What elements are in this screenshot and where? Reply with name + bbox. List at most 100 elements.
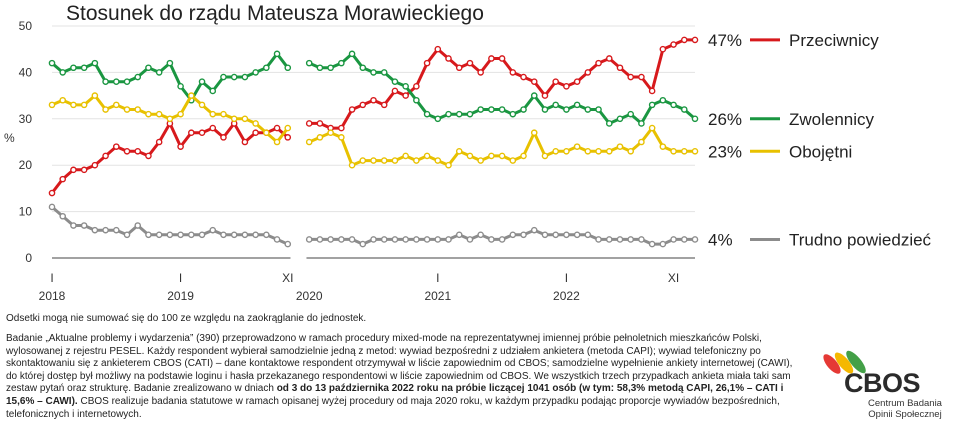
series-1-point-27: [338, 59, 345, 67]
series-2-point-49: [573, 143, 581, 150]
series-0-point-29: [359, 101, 367, 109]
series-0-point-12: [177, 143, 184, 150]
series-2-line-1: [308, 126, 695, 167]
series-2-point-14: [198, 101, 206, 109]
series-1-point-30: [370, 69, 377, 76]
series-0-point-32: [391, 87, 399, 95]
series-0-point-47: [552, 78, 559, 85]
series-1-point-5: [102, 78, 109, 85]
series-2-point-38: [455, 147, 463, 155]
series-3-point-2: [70, 222, 77, 229]
series-2-point-57: [659, 143, 667, 150]
series-2-point-3: [80, 101, 88, 109]
series-1-point-10: [155, 69, 163, 76]
series-3-point-18: [241, 231, 249, 239]
series-0-point-15: [209, 124, 217, 132]
series-2-point-28: [348, 161, 356, 169]
series-1-point-20: [263, 64, 270, 72]
series-1-point-25: [316, 64, 324, 72]
series-0-point-37: [445, 55, 452, 62]
series-3-point-3: [80, 222, 88, 229]
series-3-point-15: [209, 226, 217, 234]
series-1-point-24: [305, 59, 313, 67]
series-1-point-40: [477, 106, 484, 113]
series-0-point-21: [273, 124, 281, 132]
series-2-point-16: [220, 110, 227, 118]
series-3-point-25: [316, 236, 324, 243]
series-3-point-52: [605, 236, 613, 243]
series-0-point-51: [595, 59, 602, 67]
series-2-point-17: [230, 115, 238, 123]
series-2-point-21: [273, 138, 281, 146]
series-3-point-20: [263, 231, 270, 239]
series-2-point-42: [498, 152, 506, 160]
series-2-point-1: [59, 96, 67, 104]
series-3-point-39: [466, 236, 474, 243]
series-3-legend-label: Trudno powiedzieć: [789, 230, 932, 249]
series-2-point-45: [530, 129, 538, 137]
series-2-legend-label: Obojętni: [789, 142, 852, 161]
series-3-point-59: [680, 236, 688, 243]
series-0-point-18: [241, 138, 249, 146]
series-3-point-49: [573, 231, 581, 239]
y-tick-label-20: 20: [19, 158, 33, 172]
series-2-point-41: [488, 152, 495, 160]
series-3-point-47: [552, 231, 559, 239]
methodology-text-2: CBOS realizuje badania statutowe w ramac…: [6, 395, 780, 420]
series-0-point-30: [370, 96, 377, 104]
series-0-point-34: [413, 83, 420, 90]
series-3-point-45: [530, 226, 538, 234]
series-1-point-35: [423, 110, 431, 118]
year-label-2021: 2021: [424, 289, 451, 303]
series-1-point-16: [220, 73, 227, 81]
series-3-point-51: [595, 236, 602, 243]
series-1-point-2: [70, 64, 77, 72]
series-3-point-54: [627, 236, 635, 243]
series-1-point-34: [413, 96, 420, 104]
series-1-point-31: [380, 69, 388, 76]
series-3-point-24: [305, 236, 313, 243]
series-3-point-21: [273, 236, 281, 243]
series-3-point-28: [348, 236, 356, 243]
series-1-point-12: [177, 83, 184, 90]
series-3-point-37: [445, 236, 452, 243]
series-3-point-46: [541, 231, 549, 239]
series-0-point-22: [284, 134, 292, 141]
series-2-point-60: [691, 147, 699, 155]
series-0-point-60: [691, 36, 699, 44]
series-2-point-32: [391, 157, 399, 164]
series-3-point-43: [509, 231, 517, 239]
cbos-logo: CBOS Centrum Badania Opinii Społecznej: [808, 346, 953, 432]
series-2-point-15: [209, 110, 217, 118]
series-2-point-37: [445, 161, 452, 169]
series-1-point-21: [273, 50, 281, 58]
series-2-point-34: [413, 157, 420, 164]
series-0-point-43: [509, 69, 517, 76]
series-0-point-53: [616, 64, 624, 72]
series-0-point-13: [188, 129, 195, 137]
gridlines: [52, 25, 695, 213]
series-3-end-value: 4%: [708, 230, 733, 249]
series-0-point-38: [455, 64, 463, 72]
y-tick-label-10: 10: [19, 205, 33, 219]
series-1-point-15: [209, 87, 217, 95]
x-tick-label-3: I: [436, 271, 439, 285]
series-2-point-9: [145, 110, 152, 118]
series-3-point-48: [563, 231, 570, 239]
series-0-point-44: [520, 73, 527, 81]
series-0-point-19: [252, 129, 259, 137]
series-1-point-8: [134, 73, 142, 81]
series-2-point-51: [595, 147, 602, 155]
series-2-point-44: [520, 152, 527, 160]
series-3-point-29: [359, 240, 367, 248]
series-2-point-33: [402, 152, 409, 160]
series-1-point-22: [284, 64, 292, 72]
series-3-point-56: [648, 240, 656, 248]
series-3-point-0: [48, 203, 56, 211]
series-1-point-54: [627, 110, 635, 118]
series-0-point-40: [477, 69, 484, 76]
x-tick-label-5: XI: [668, 271, 679, 285]
x-axis: I I XI I I XI 2018 2019 2020 2021 2022: [39, 257, 695, 303]
series-2-point-2: [70, 101, 77, 109]
series-3-point-42: [498, 236, 506, 243]
